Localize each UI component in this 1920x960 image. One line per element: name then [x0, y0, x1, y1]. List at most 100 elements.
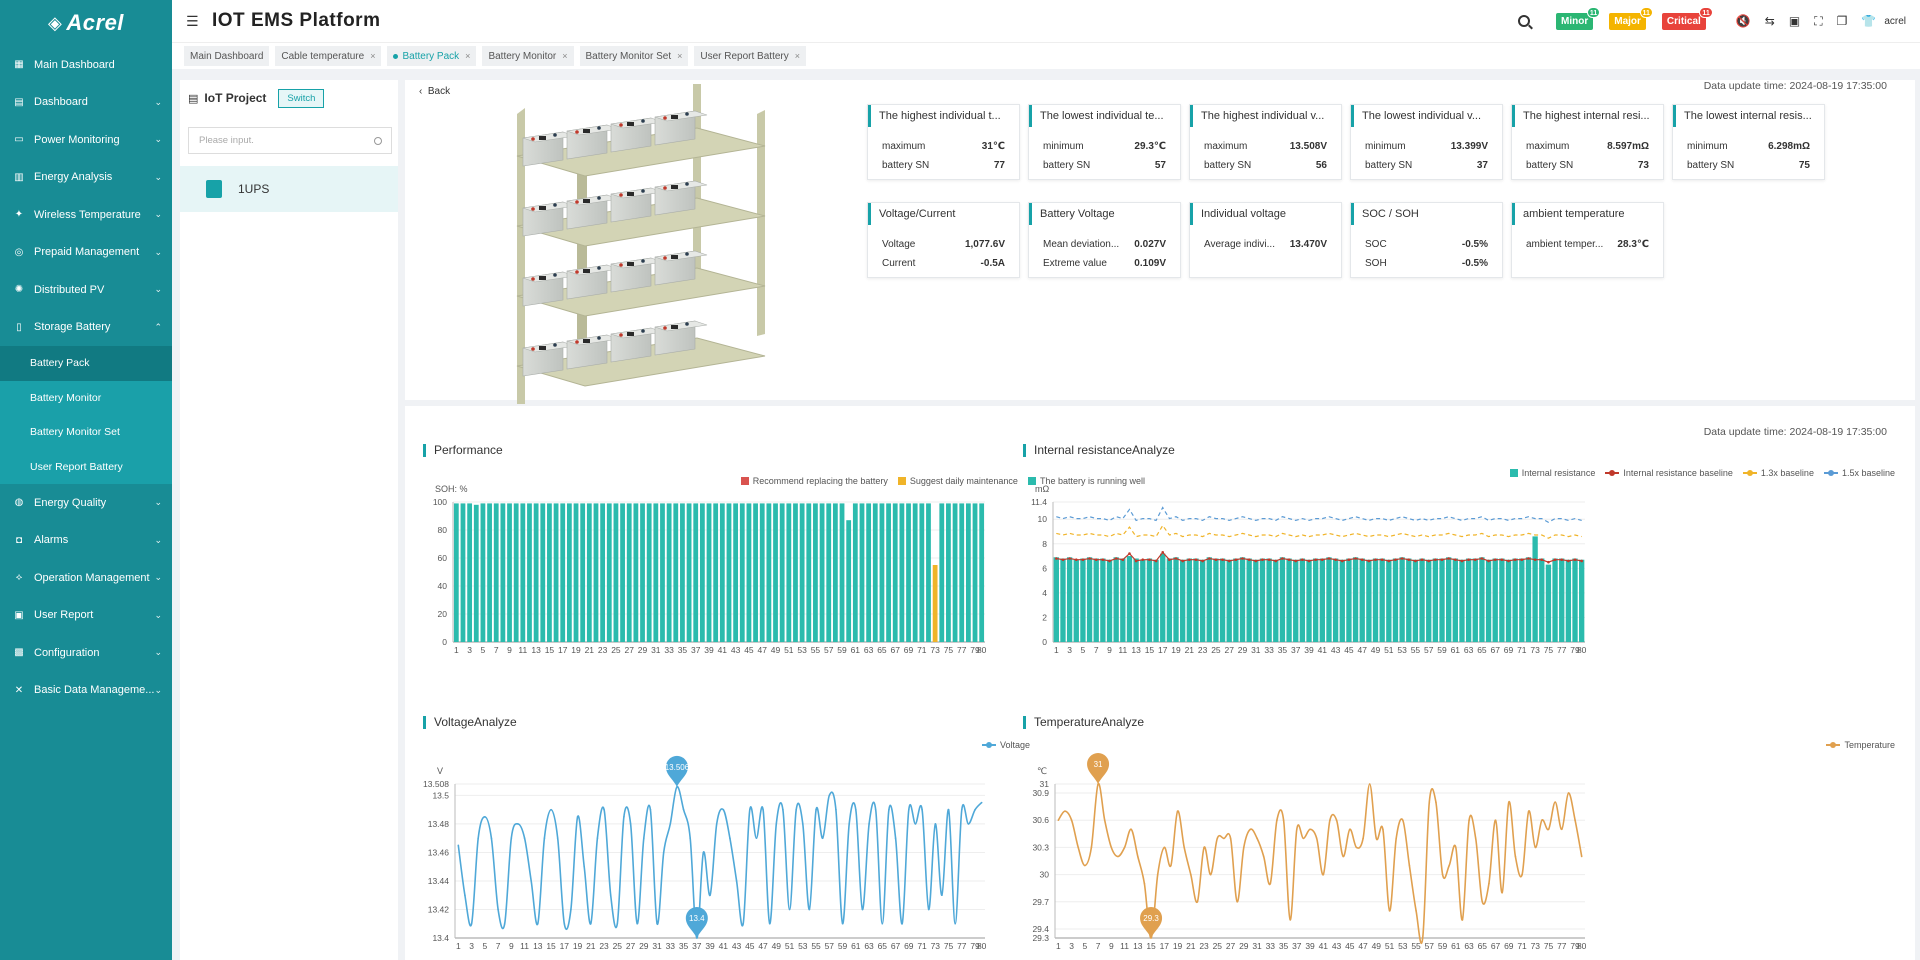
- performance-bar[interactable]: [959, 503, 965, 642]
- performance-bar[interactable]: [786, 503, 792, 642]
- baseline-point[interactable]: [1314, 558, 1317, 562]
- performance-bar[interactable]: [713, 503, 719, 642]
- resistance-bar[interactable]: [1326, 557, 1332, 642]
- data-point[interactable]: [1156, 873, 1159, 876]
- data-point[interactable]: [1415, 910, 1417, 912]
- data-point[interactable]: [636, 922, 638, 925]
- baseline-point[interactable]: [1068, 557, 1071, 560]
- performance-bar[interactable]: [673, 503, 679, 642]
- baseline-point[interactable]: [1387, 559, 1391, 563]
- resistance-bar[interactable]: [1279, 557, 1286, 642]
- search-icon[interactable]: [1518, 15, 1531, 27]
- baseline-point[interactable]: [1221, 558, 1224, 562]
- fullscreen-icon[interactable]: ⛶: [1814, 13, 1823, 28]
- performance-bar[interactable]: [719, 503, 725, 642]
- data-point[interactable]: [609, 894, 612, 897]
- resistance-bar[interactable]: [1166, 558, 1173, 642]
- alarm-major-badge[interactable]: Major 11: [1609, 6, 1653, 30]
- data-point[interactable]: [808, 908, 811, 911]
- min-value-marker[interactable]: 29.3: [1140, 907, 1163, 938]
- performance-bar[interactable]: [926, 503, 931, 642]
- data-point[interactable]: [1296, 828, 1298, 831]
- baseline-point[interactable]: [1380, 558, 1384, 562]
- performance-bar[interactable]: [533, 503, 539, 642]
- data-point[interactable]: [1249, 828, 1252, 831]
- performance-bar[interactable]: [852, 503, 858, 642]
- device-list-item[interactable]: 1UPS: [180, 166, 398, 212]
- data-point[interactable]: [1090, 846, 1093, 849]
- resistance-bar[interactable]: [1459, 559, 1465, 642]
- performance-bar[interactable]: [939, 503, 945, 642]
- resistance-bar[interactable]: [1426, 559, 1432, 642]
- data-point[interactable]: [1057, 819, 1060, 822]
- resistance-bar[interactable]: [1206, 557, 1212, 642]
- data-point[interactable]: [583, 865, 585, 868]
- resistance-bar[interactable]: [1153, 559, 1159, 642]
- resistance-bar[interactable]: [1273, 559, 1279, 642]
- back-button[interactable]: ‹ Back: [419, 86, 451, 97]
- tab-user-report-battery[interactable]: User Report Battery ×: [694, 46, 807, 66]
- performance-bar[interactable]: [467, 503, 473, 642]
- performance-bar[interactable]: [912, 503, 918, 642]
- resistance-bar[interactable]: [1266, 558, 1272, 642]
- resistance-bar[interactable]: [1412, 559, 1419, 642]
- data-point[interactable]: [570, 908, 572, 911]
- legend-item-recommend-replacing-the-battery[interactable]: Recommend replacing the battery: [740, 476, 888, 486]
- performance-bar[interactable]: [932, 565, 938, 642]
- data-point[interactable]: [1322, 873, 1325, 876]
- sidebar-subitem-battery-monitor[interactable]: Battery Monitor: [30, 391, 102, 404]
- close-icon[interactable]: ×: [794, 51, 801, 61]
- baseline-point[interactable]: [1394, 558, 1397, 562]
- sidebar-item-basic-data-manageme[interactable]: ✕ Basic Data Manageme... ⌄: [0, 672, 172, 710]
- data-point[interactable]: [530, 880, 532, 882]
- data-point[interactable]: [881, 922, 884, 925]
- resistance-bar[interactable]: [1532, 536, 1538, 642]
- baseline-point[interactable]: [1407, 558, 1411, 562]
- data-point[interactable]: [1103, 819, 1106, 822]
- baseline-point[interactable]: [1074, 558, 1078, 562]
- data-point[interactable]: [1077, 846, 1079, 849]
- resistance-bar[interactable]: [1133, 558, 1139, 642]
- baseline-point[interactable]: [1161, 551, 1165, 554]
- performance-bar[interactable]: [753, 503, 758, 642]
- performance-bar[interactable]: [779, 503, 785, 642]
- data-point[interactable]: [1110, 846, 1113, 849]
- baseline-point[interactable]: [1553, 558, 1557, 562]
- resistance-bar[interactable]: [1419, 558, 1425, 642]
- baseline-point[interactable]: [1154, 559, 1158, 563]
- resistance-bar[interactable]: [1146, 558, 1153, 642]
- baseline-point[interactable]: [1261, 558, 1264, 562]
- baseline-point[interactable]: [1340, 559, 1344, 563]
- resistance-bar[interactable]: [1399, 557, 1405, 642]
- data-point[interactable]: [1282, 819, 1285, 822]
- data-point[interactable]: [1143, 882, 1146, 885]
- data-point[interactable]: [894, 837, 897, 839]
- resistance-bar[interactable]: [1565, 559, 1572, 642]
- data-point[interactable]: [1514, 855, 1517, 858]
- resistance-bar[interactable]: [1226, 559, 1232, 642]
- data-point[interactable]: [927, 908, 930, 911]
- resistance-bar[interactable]: [1246, 558, 1252, 642]
- resistance-bar[interactable]: [1113, 557, 1119, 642]
- baseline-point[interactable]: [1473, 558, 1477, 562]
- sidebar-item-operation-management[interactable]: ⟡ Operation Management ⌄: [0, 559, 172, 597]
- data-point[interactable]: [1408, 864, 1411, 867]
- baseline-point[interactable]: [1420, 558, 1424, 562]
- close-icon[interactable]: ×: [370, 51, 376, 61]
- data-point[interactable]: [682, 808, 685, 811]
- data-point[interactable]: [1176, 810, 1179, 812]
- baseline-point[interactable]: [1560, 558, 1564, 562]
- legend-item-voltage[interactable]: Voltage: [981, 740, 1030, 750]
- user-name[interactable]: acrel: [1884, 15, 1906, 27]
- data-point[interactable]: [947, 808, 950, 811]
- performance-bar[interactable]: [633, 503, 639, 642]
- data-point[interactable]: [1421, 937, 1424, 939]
- baseline-point[interactable]: [1301, 558, 1304, 562]
- resistance-bar[interactable]: [1372, 558, 1379, 642]
- performance-bar[interactable]: [513, 503, 519, 642]
- data-point[interactable]: [1349, 828, 1351, 831]
- performance-bar[interactable]: [733, 503, 739, 642]
- performance-bar[interactable]: [826, 503, 832, 642]
- baseline-point[interactable]: [1467, 558, 1470, 562]
- performance-bar[interactable]: [899, 503, 905, 642]
